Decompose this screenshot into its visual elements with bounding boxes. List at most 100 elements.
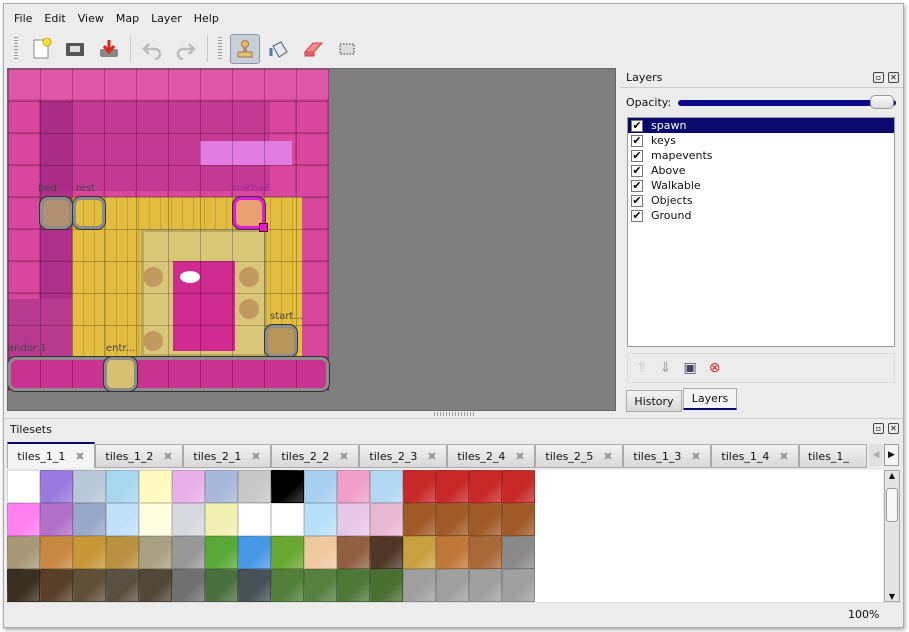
tile[interactable]	[238, 536, 271, 569]
tile[interactable]	[436, 569, 469, 602]
map[interactable]: bed rest mikhail start... andor:1 entr..…	[8, 69, 329, 391]
close-tab-icon[interactable]: ✖	[515, 449, 525, 463]
visibility-checkbox[interactable]: ✔	[631, 193, 643, 207]
map-canvas[interactable]: bed rest mikhail start... andor:1 entr..…	[7, 68, 616, 411]
menu-file[interactable]: File	[14, 12, 33, 25]
tile[interactable]	[139, 536, 172, 569]
close-tab-icon[interactable]: ✖	[691, 449, 701, 463]
tab-history[interactable]: History	[626, 390, 682, 412]
tab-tiles_1_2[interactable]: tiles_1_2 ✖	[95, 444, 183, 468]
tile[interactable]	[7, 503, 40, 536]
tile[interactable]	[403, 503, 436, 536]
object-rest[interactable]	[73, 197, 105, 229]
close-tab-icon[interactable]: ✖	[251, 449, 261, 463]
tile[interactable]	[469, 470, 502, 503]
eraser-icon[interactable]	[298, 34, 328, 64]
tile[interactable]	[337, 569, 370, 602]
toolbar-grip[interactable]	[218, 37, 222, 61]
tile[interactable]	[40, 470, 73, 503]
tab-tiles_1_3[interactable]: tiles_1_3 ✖	[623, 444, 711, 468]
tile[interactable]	[436, 470, 469, 503]
tile[interactable]	[271, 569, 304, 602]
tile[interactable]	[304, 569, 337, 602]
tile[interactable]	[370, 569, 403, 602]
layer-item[interactable]: ✔ Walkable	[628, 178, 894, 193]
object-andor[interactable]	[8, 357, 329, 391]
tile[interactable]	[337, 503, 370, 536]
scroll-thumb[interactable]	[886, 488, 898, 522]
opacity-slider[interactable]	[678, 100, 896, 106]
tab-tiles_1_4[interactable]: tiles_1_4 ✖	[711, 444, 799, 468]
tile[interactable]	[73, 470, 106, 503]
layer-item[interactable]: ✔ spawn	[628, 118, 894, 133]
close-icon[interactable]: ✕	[888, 72, 899, 83]
visibility-checkbox[interactable]: ✔	[631, 133, 643, 147]
tile[interactable]	[469, 536, 502, 569]
tile[interactable]	[73, 503, 106, 536]
tile[interactable]	[40, 569, 73, 602]
float-icon[interactable]: ▫	[873, 423, 884, 434]
palette-scrollbar[interactable]: ▲ ▼	[884, 470, 900, 602]
layer-item[interactable]: ✔ Objects	[628, 193, 894, 208]
tile[interactable]	[139, 470, 172, 503]
tab-layers[interactable]: Layers	[683, 388, 737, 410]
tile[interactable]	[106, 470, 139, 503]
tab-tiles_1_1[interactable]: tiles_1_1 ✖	[7, 442, 95, 468]
layer-item[interactable]: ✔ Ground	[628, 208, 894, 223]
tile[interactable]	[205, 470, 238, 503]
menu-view[interactable]: View	[77, 12, 104, 25]
close-tab-icon[interactable]: ✖	[339, 449, 349, 463]
tile[interactable]	[7, 569, 40, 602]
close-tab-icon[interactable]: ✖	[779, 449, 789, 463]
tile[interactable]	[370, 470, 403, 503]
layer-list[interactable]: ✔ spawn ✔ keys ✔ mapevents ✔ Above ✔ Walkable ✔ Obj…	[627, 117, 895, 347]
visibility-checkbox[interactable]: ✔	[631, 163, 643, 177]
tab-tiles_2_1[interactable]: tiles_2_1 ✖	[183, 444, 271, 468]
open-folder-icon[interactable]	[60, 34, 90, 64]
tile[interactable]	[436, 536, 469, 569]
tile[interactable]	[106, 503, 139, 536]
object-bed[interactable]	[40, 197, 72, 229]
visibility-checkbox[interactable]: ✔	[631, 208, 643, 222]
tile[interactable]	[271, 470, 304, 503]
tab-tiles_2_2[interactable]: tiles_2_2 ✖	[271, 444, 359, 468]
tab-tiles_1_[interactable]: tiles_1_	[799, 444, 867, 468]
tile[interactable]	[238, 470, 271, 503]
tile[interactable]	[469, 569, 502, 602]
close-tab-icon[interactable]: ✖	[603, 449, 613, 463]
tile[interactable]	[304, 536, 337, 569]
layer-item[interactable]: ✔ Above	[628, 163, 894, 178]
tile[interactable]	[502, 569, 535, 602]
menu-help[interactable]: Help	[193, 12, 219, 25]
new-file-icon[interactable]	[26, 34, 56, 64]
move-layer-up-icon[interactable]: ⇑	[636, 360, 648, 376]
tile[interactable]	[370, 503, 403, 536]
tile[interactable]	[139, 503, 172, 536]
visibility-checkbox[interactable]: ✔	[631, 148, 643, 162]
tile[interactable]	[7, 536, 40, 569]
tile[interactable]	[172, 536, 205, 569]
toolbar-grip[interactable]	[14, 37, 18, 61]
tile[interactable]	[271, 503, 304, 536]
visibility-checkbox[interactable]: ✔	[631, 178, 643, 192]
menu-edit[interactable]: Edit	[44, 12, 66, 25]
close-tab-icon[interactable]: ✖	[163, 449, 173, 463]
tile[interactable]	[502, 536, 535, 569]
object-entrance[interactable]	[104, 357, 137, 391]
tile[interactable]	[403, 569, 436, 602]
bucket-fill-icon[interactable]	[264, 34, 294, 64]
menu-layer[interactable]: Layer	[151, 12, 182, 25]
tile[interactable]	[403, 536, 436, 569]
tile-palette[interactable]	[7, 470, 883, 602]
tile[interactable]	[502, 503, 535, 536]
tile[interactable]	[337, 536, 370, 569]
layer-item[interactable]: ✔ keys	[628, 133, 894, 148]
tile[interactable]	[304, 470, 337, 503]
tile[interactable]	[106, 569, 139, 602]
resize-handle[interactable]	[259, 223, 268, 232]
tile[interactable]	[271, 536, 304, 569]
visibility-checkbox[interactable]: ✔	[631, 118, 643, 132]
tile[interactable]	[238, 503, 271, 536]
tile[interactable]	[73, 569, 106, 602]
tile[interactable]	[436, 503, 469, 536]
